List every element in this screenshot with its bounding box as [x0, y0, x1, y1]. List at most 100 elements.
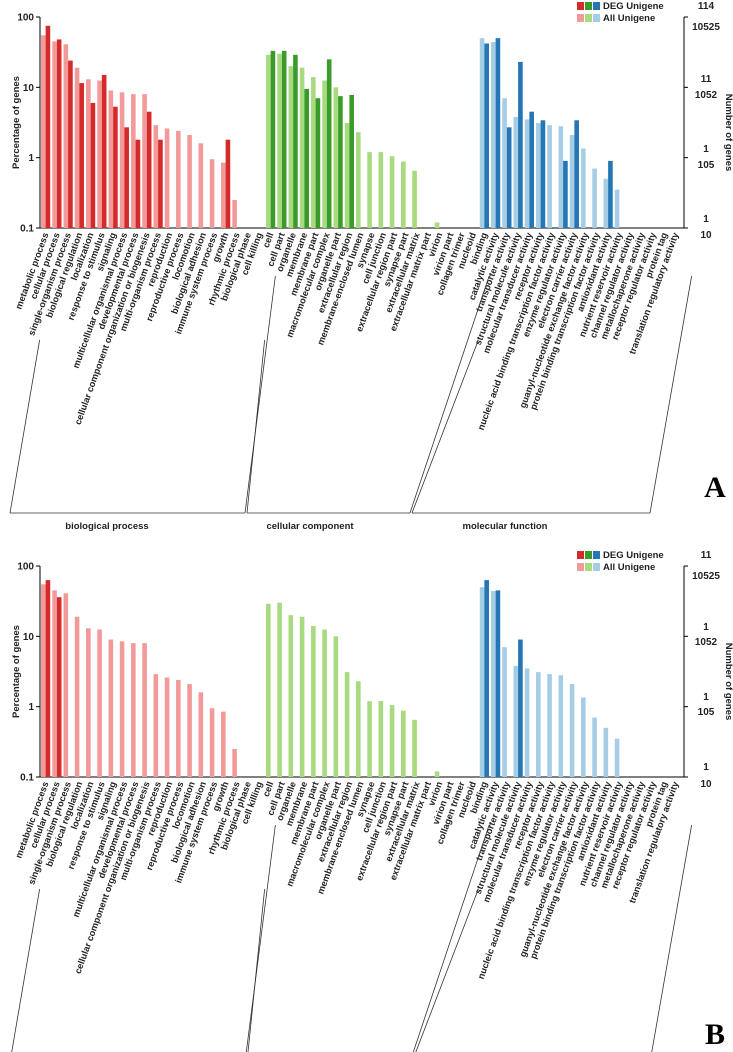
bar-all-unigene: [581, 697, 586, 777]
bar-all-unigene: [63, 44, 69, 228]
bar-all-unigene: [479, 587, 485, 777]
bar-all-unigene: [614, 189, 620, 228]
bar-all-unigene: [344, 672, 350, 777]
bar-all-unigene: [333, 87, 339, 228]
bar-deg-unigene: [113, 106, 118, 228]
right-tick-label-deg: 1: [703, 214, 709, 225]
bar-deg-unigene: [563, 160, 568, 228]
right-tick-label-all: 10525: [692, 571, 720, 582]
y-axis-label-left: Percentage of genes: [11, 625, 22, 718]
bar-all-unigene: [333, 636, 339, 777]
bar-all-unigene: [176, 679, 181, 777]
bar-all-unigene: [513, 665, 519, 777]
bar-all-unigene: [389, 705, 395, 777]
bar-all-unigene: [558, 126, 564, 228]
group-bracket-right: [409, 275, 490, 514]
group-label: molecular function: [463, 521, 548, 532]
bar-all-unigene: [288, 66, 294, 228]
group-bracket-right: [412, 824, 490, 1052]
bar-all-unigene: [153, 125, 159, 228]
legend-all-label: All Unigene: [603, 562, 655, 573]
bar-all-unigene: [266, 54, 271, 228]
bar-all-unigene: [164, 128, 170, 228]
bar-deg-unigene: [68, 60, 73, 228]
bar-all-unigene: [356, 132, 361, 228]
bar-all-unigene: [479, 38, 485, 229]
bar-deg-unigene: [270, 50, 276, 229]
bar-all-unigene: [74, 67, 80, 228]
y-tick-label: 10: [23, 83, 35, 94]
bar-all-unigene: [187, 684, 192, 777]
right-tick-label-all: 1052: [695, 90, 718, 101]
bar-all-unigene: [41, 35, 46, 229]
legend-deg-swatch-bp: [577, 551, 584, 559]
bar-deg-unigene: [146, 111, 152, 228]
bar-all-unigene: [232, 200, 237, 228]
bar-deg-unigene: [79, 83, 84, 228]
bar-all-unigene: [277, 602, 282, 777]
bar-all-unigene: [153, 674, 159, 777]
bar-deg-unigene: [315, 98, 321, 228]
bar-all-unigene: [322, 80, 327, 228]
bar-all-unigene: [52, 590, 57, 777]
legend-all-swatch-mf: [593, 563, 600, 571]
bar-all-unigene: [356, 681, 361, 777]
bar-all-unigene: [311, 77, 316, 228]
right-tick-label-all: 105: [698, 160, 715, 171]
legend-deg-swatch-mf: [593, 551, 600, 559]
bar-all-unigene: [108, 90, 114, 229]
bar-deg-unigene: [135, 139, 141, 228]
bar-deg-unigene: [281, 50, 287, 229]
bar-all-unigene: [142, 643, 147, 777]
legend-deg-swatch-bp: [577, 2, 584, 10]
bar-deg-unigene: [608, 160, 613, 228]
right-tick-label-deg: 1: [703, 762, 709, 773]
bar-all-unigene: [592, 168, 597, 228]
bar-all-unigene: [558, 675, 564, 777]
bar-deg-unigene: [304, 88, 309, 228]
bar-deg-unigene: [225, 139, 231, 228]
legend-deg-swatch-cc: [585, 551, 592, 559]
bar-all-unigene: [63, 593, 69, 777]
bar-deg-unigene: [101, 74, 107, 229]
bar-all-unigene: [603, 727, 609, 777]
legend-deg-label: DEG Unigene: [603, 1, 664, 12]
bar-all-unigene: [547, 674, 552, 777]
bar-all-unigene: [592, 717, 597, 777]
bar-all-unigene: [389, 156, 395, 228]
group-bracket-right: [651, 824, 693, 1052]
right-tick-label-all: 10525: [692, 22, 720, 33]
bar-all-unigene: [502, 98, 507, 228]
y-tick-label: 0.1: [20, 773, 34, 784]
right-tick-label-deg: 114: [698, 1, 715, 12]
y-axis-label-right: Number of genes: [723, 94, 733, 172]
bar-all-unigene: [322, 629, 327, 777]
bar-all-unigene: [547, 125, 552, 228]
bar-deg-unigene: [574, 120, 579, 228]
bar-deg-unigene: [349, 94, 354, 229]
right-tick-label-all: 105: [698, 707, 715, 718]
bar-deg-unigene: [495, 38, 501, 229]
right-tick-label-all: 10: [700, 230, 712, 241]
bar-deg-unigene: [158, 139, 163, 228]
y-tick-label: 1: [28, 702, 34, 713]
bar-all-unigene: [209, 708, 215, 777]
legend-deg-swatch-mf: [593, 2, 600, 10]
bar-all-unigene: [581, 148, 586, 228]
bar-deg-unigene: [484, 580, 489, 777]
legend-all-swatch-cc: [585, 563, 592, 571]
bar-all-unigene: [311, 626, 316, 777]
bar-all-unigene: [198, 143, 204, 228]
bar-deg-unigene: [124, 127, 129, 228]
group-bracket-left: [11, 888, 41, 1052]
bar-all-unigene: [74, 616, 80, 777]
bar-all-unigene: [266, 603, 271, 777]
bar-all-unigene: [524, 119, 530, 228]
bar-all-unigene: [119, 92, 125, 228]
bar-deg-unigene: [506, 127, 512, 228]
right-tick-label-deg: 11: [701, 550, 712, 561]
legend-deg-label: DEG Unigene: [603, 550, 664, 561]
bar-all-unigene: [536, 672, 541, 777]
bar-all-unigene: [277, 53, 282, 229]
